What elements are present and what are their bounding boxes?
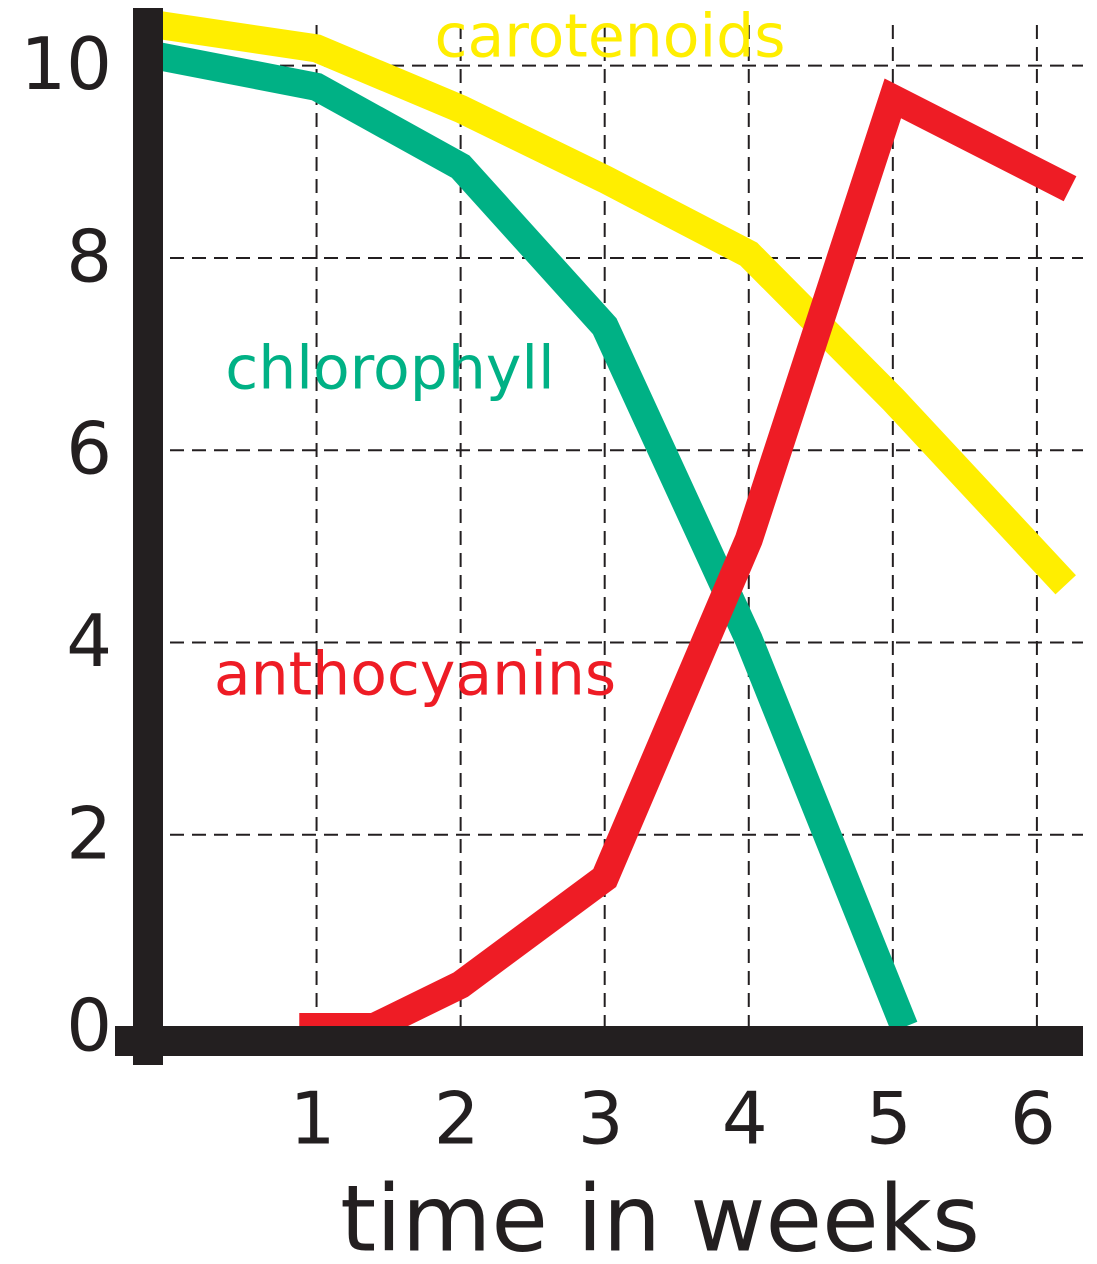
y-tick-label: 2 [66, 791, 112, 875]
y-tick-label: 4 [66, 599, 112, 683]
series-label: carotenoids [434, 2, 785, 72]
series-label: anthocyanins [214, 640, 616, 710]
y-tick-label: 10 [20, 22, 112, 106]
data-line [145, 40, 918, 1033]
data-line [145, 9, 1076, 595]
x-tick-label: 1 [290, 1077, 336, 1161]
x-tick-label: 6 [1010, 1077, 1056, 1161]
y-tick-label: 6 [66, 407, 112, 491]
x-tick-label: 5 [866, 1077, 912, 1161]
data-line [299, 78, 1077, 1041]
series-label: chlorophyll [225, 334, 554, 404]
x-tick-label: 3 [578, 1077, 624, 1161]
x-tick-label: 2 [434, 1077, 480, 1161]
x-axis-label: time in weeks [340, 1165, 980, 1264]
y-tick-label: 8 [66, 214, 112, 298]
x-tick-label: 4 [722, 1077, 768, 1161]
y-tick-label: 0 [66, 984, 112, 1068]
